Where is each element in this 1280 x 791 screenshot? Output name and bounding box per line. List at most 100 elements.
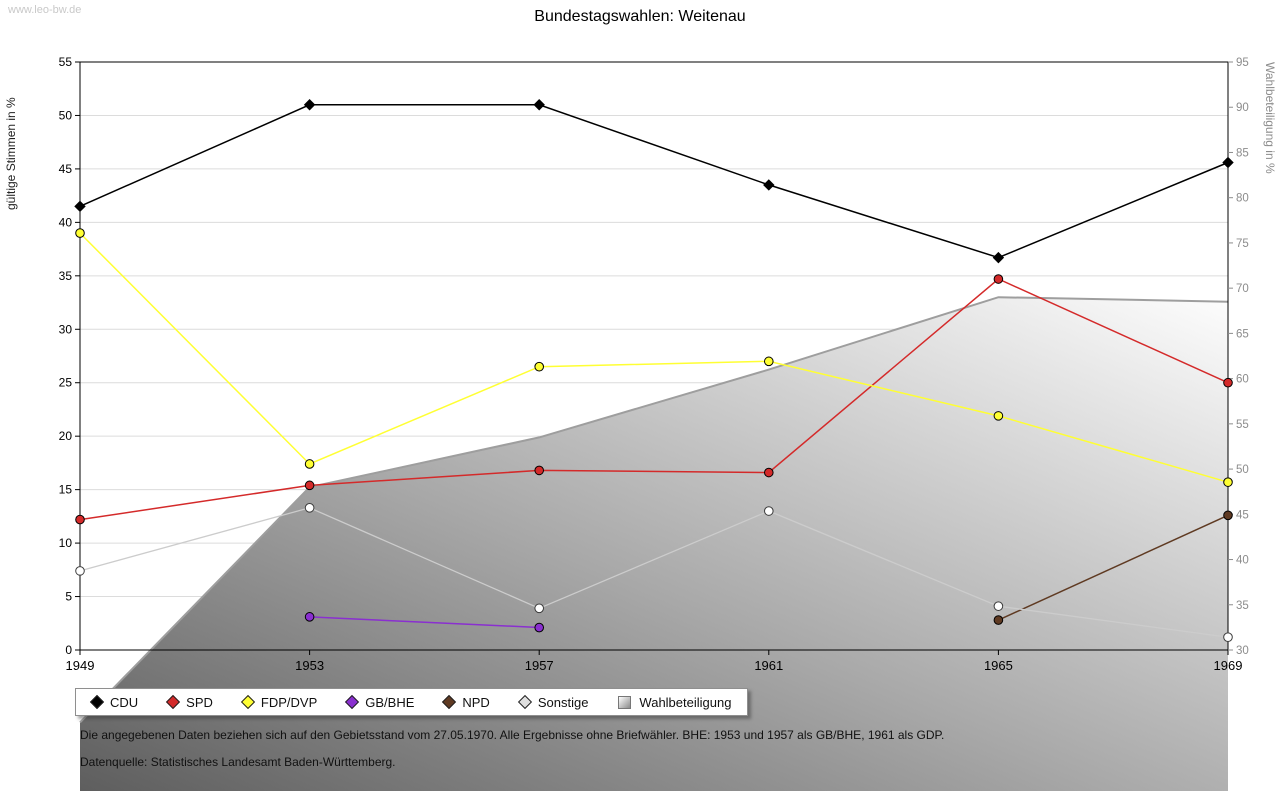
svg-text:1953: 1953 — [295, 658, 324, 673]
svg-text:95: 95 — [1236, 57, 1249, 69]
svg-text:55: 55 — [59, 55, 73, 69]
marker-spd-1953 — [304, 480, 315, 491]
svg-text:75: 75 — [1236, 238, 1249, 250]
legend-label-fdp-dvp: FDP/DVP — [260, 694, 318, 710]
legend-label-wahlbeteiligung: Wahlbeteiligung — [639, 694, 732, 710]
x-axis-labels: 1949 1953 1957 1961 1965 1969 — [66, 650, 1243, 673]
marker-cdu-1961 — [763, 179, 775, 191]
svg-text:15: 15 — [59, 483, 73, 497]
legend-swatch-sonstige — [517, 694, 532, 710]
marker-fdp-dvp-1949 — [75, 228, 85, 238]
svg-text:25: 25 — [59, 376, 73, 390]
marker-npd-1965 — [993, 615, 1004, 625]
y-left-axis-title: gültige Stimmen in % — [4, 97, 18, 210]
svg-text:40: 40 — [59, 215, 73, 229]
marker-cdu-1969 — [1222, 156, 1234, 169]
legend-label-spd: SPD — [186, 694, 213, 710]
svg-text:90: 90 — [1236, 102, 1249, 114]
svg-text:70: 70 — [1236, 283, 1249, 295]
series-area-wahlbeteiligung — [79, 296, 1229, 791]
y-right-axis-labels: 30 35 40 45 50 55 60 65 70 75 80 85 90 95 — [1228, 57, 1249, 657]
svg-text:30: 30 — [1236, 645, 1249, 657]
svg-text:5: 5 — [65, 590, 72, 604]
svg-text:30: 30 — [59, 322, 73, 336]
legend-item-npd[interactable]: NPD — [442, 694, 490, 710]
marker-sonstige-1969 — [1223, 632, 1233, 642]
chart-legend: CDU SPD FDP/DVP GB/BHE NPD Sonstige Wahlbeteil… — [75, 688, 749, 716]
watermark: www.leo-bw.de — [7, 4, 81, 16]
marker-gb-bhe-1957 — [534, 622, 545, 633]
svg-text:80: 80 — [1236, 193, 1249, 205]
svg-text:60: 60 — [1236, 374, 1249, 386]
marker-cdu-1953 — [303, 99, 316, 111]
legend-swatch-fdp-dvp — [240, 694, 255, 710]
svg-text:50: 50 — [1236, 464, 1249, 476]
series-gb-bhe — [304, 612, 545, 633]
marker-spd-1961 — [764, 467, 774, 478]
svg-text:50: 50 — [59, 108, 73, 122]
marker-fdp-dvp-1961 — [764, 356, 774, 367]
svg-text:85: 85 — [1236, 147, 1249, 159]
series-fdp-dvp — [75, 228, 1233, 487]
legend-swatch-spd — [166, 694, 181, 710]
legend-item-gb-bhe[interactable]: GB/BHE — [345, 694, 415, 710]
series-spd — [75, 274, 1233, 525]
marker-gb-bhe-1953 — [304, 612, 315, 622]
svg-text:45: 45 — [59, 162, 73, 176]
marker-cdu-1949 — [74, 200, 86, 213]
series-npd — [993, 510, 1233, 625]
marker-spd-1969 — [1223, 377, 1233, 388]
marker-fdp-dvp-1965 — [993, 411, 1004, 421]
svg-text:10: 10 — [59, 536, 73, 550]
footnote-datenquelle: Datenquelle: Statistisches Landesamt Bad… — [80, 755, 396, 769]
svg-text:35: 35 — [1236, 600, 1249, 612]
marker-sonstige-1961 — [764, 506, 774, 516]
series-sonstige — [75, 503, 1233, 642]
legend-swatch-gb-bhe — [345, 694, 360, 710]
legend-label-cdu: CDU — [110, 694, 139, 710]
marker-sonstige-1949 — [75, 566, 85, 576]
plot-frame — [79, 61, 1229, 651]
svg-text:1965: 1965 — [984, 658, 1013, 673]
svg-text:35: 35 — [59, 269, 73, 283]
svg-text:65: 65 — [1236, 328, 1249, 340]
marker-cdu-1965 — [992, 251, 1005, 264]
legend-label-sonstige: Sonstige — [537, 694, 589, 710]
svg-text:1949: 1949 — [66, 658, 95, 673]
svg-text:1957: 1957 — [525, 658, 554, 673]
series-cdu — [74, 99, 1234, 264]
svg-text:55: 55 — [1236, 419, 1249, 431]
legend-swatch-cdu — [89, 694, 105, 710]
legend-item-cdu[interactable]: CDU — [89, 694, 139, 710]
svg-text:45: 45 — [1236, 509, 1249, 521]
chart-title: Bundestagswahlen: Weitenau — [534, 8, 745, 25]
marker-spd-1957 — [534, 465, 545, 476]
marker-sonstige-1965 — [993, 601, 1004, 611]
legend-swatch-npd — [442, 694, 457, 710]
marker-spd-1965 — [993, 274, 1004, 284]
marker-spd-1949 — [75, 514, 85, 525]
svg-text:1969: 1969 — [1214, 658, 1243, 673]
svg-text:0: 0 — [65, 643, 72, 657]
svg-text:40: 40 — [1236, 555, 1249, 567]
marker-fdp-dvp-1953 — [304, 459, 315, 469]
legend-item-sonstige[interactable]: Sonstige — [517, 694, 589, 710]
plot-area: 1949 1953 1957 1961 1965 1969 0 5 10 15 20 25 30 35 40… — [59, 55, 1249, 791]
legend-swatch-area-wahlbeteiligung — [618, 695, 632, 709]
marker-fdp-dvp-1957 — [534, 361, 545, 372]
marker-npd-1969 — [1223, 510, 1233, 521]
marker-cdu-1957 — [533, 99, 545, 111]
svg-text:1961: 1961 — [754, 658, 783, 673]
marker-fdp-dvp-1969 — [1223, 477, 1233, 487]
legend-item-spd[interactable]: SPD — [166, 694, 213, 710]
legend-label-gb-bhe: GB/BHE — [365, 694, 415, 710]
legend-item-fdp-dvp[interactable]: FDP/DVP — [240, 694, 318, 710]
y-left-axis-labels: 0 5 10 15 20 25 30 35 40 45 50 55 — [59, 55, 80, 657]
legend-item-wahlbeteiligung[interactable]: Wahlbeteiligung — [618, 695, 731, 710]
legend-label-npd: NPD — [462, 694, 490, 710]
marker-sonstige-1957 — [534, 603, 545, 614]
svg-text:20: 20 — [59, 429, 73, 443]
footnote-gebietsstand: Die angegebenen Daten beziehen sich auf … — [80, 728, 944, 742]
